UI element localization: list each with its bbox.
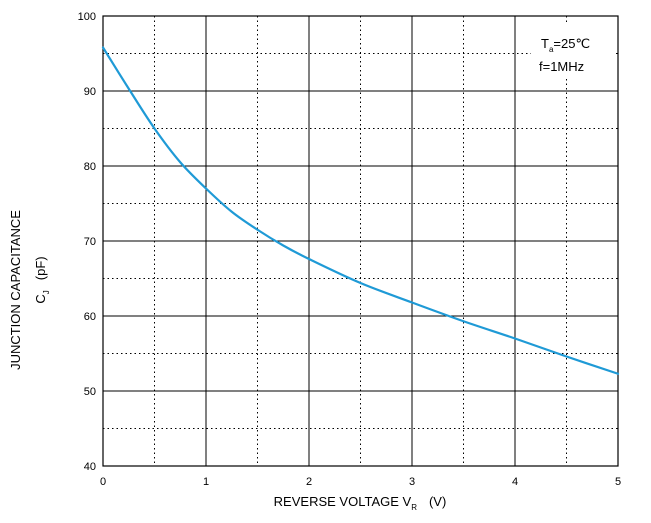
annotation-temperature: Ta=25℃	[541, 36, 590, 54]
y-axis-title-main: C	[33, 294, 48, 303]
capacitance-curve	[101, 46, 620, 375]
plot-frame	[102, 15, 619, 467]
x-tick-label: 0	[100, 476, 106, 488]
x-axis-title-sub: R	[411, 503, 417, 512]
y-tick-label: 80	[84, 161, 96, 173]
x-axis-title: REVERSE VOLTAGE VR (V)	[274, 494, 447, 512]
y-tick-label: 90	[84, 86, 96, 98]
x-axis-title-unit: (V)	[429, 494, 446, 509]
annotation-frequency: f=1MHz	[539, 59, 584, 74]
y-tick-label: 40	[84, 461, 96, 473]
x-axis-title-main: REVERSE VOLTAGE V	[274, 494, 412, 509]
y-tick-label: 60	[84, 311, 96, 323]
annotation-t-sub: a	[549, 45, 554, 54]
y-axis-title-unit: (pF)	[33, 256, 48, 280]
annotation-t: T	[541, 36, 549, 51]
grid	[102, 15, 619, 467]
y-axis-title-sub: J	[42, 290, 51, 294]
y-tick-label: 100	[78, 11, 96, 23]
curves	[101, 46, 620, 375]
x-tick-label: 5	[615, 476, 621, 488]
y-tick-labels: 40 50 60 70 80 90 100	[78, 11, 96, 473]
x-tick-label: 2	[306, 476, 312, 488]
annotation-t-value: =25℃	[553, 36, 590, 51]
x-tick-labels: 0 1 2 3 4 5	[100, 476, 621, 488]
y-axis-title-line2: CJ (pF)	[33, 256, 51, 303]
x-tick-label: 3	[409, 476, 415, 488]
y-tick-label: 50	[84, 386, 96, 398]
annotation-box	[531, 24, 613, 78]
y-tick-label: 70	[84, 236, 96, 248]
y-axis-title-line1: JUNCTION CAPACITANCE	[8, 210, 23, 370]
x-tick-label: 4	[512, 476, 518, 488]
x-tick-label: 1	[203, 476, 209, 488]
